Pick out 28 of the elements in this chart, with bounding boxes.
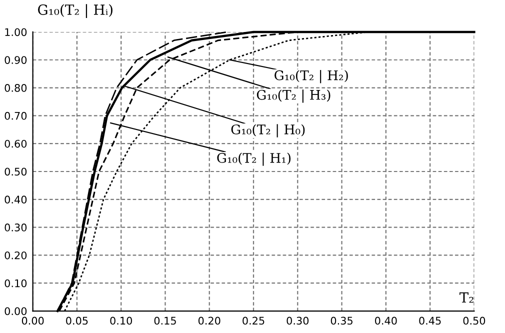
- y-tick-label: 0.40: [4, 196, 27, 204]
- y-tick-label: 0.90: [4, 56, 27, 64]
- x-tick-label: 0.35: [330, 316, 352, 325]
- annotation: G₁₀(T₂ | H₂): [274, 70, 348, 84]
- y-tick-label: 0.70: [4, 112, 27, 120]
- y-tick-label: 0.00: [4, 307, 27, 316]
- x-tick-label: 0.00: [22, 316, 44, 325]
- y-tick-label: 0.80: [4, 84, 27, 92]
- x-tick-label: 0.40: [375, 316, 397, 325]
- y-tick-label: 0.10: [4, 279, 27, 288]
- x-tick-label: 0.50: [463, 316, 486, 325]
- x-tick-label: 0.25: [242, 316, 264, 325]
- y-tick-label: 1.00: [5, 28, 27, 36]
- x-tick-label: 0.10: [110, 316, 132, 325]
- y-tick-label: 0.20: [4, 251, 27, 260]
- y-tick-label: 0.30: [4, 224, 27, 232]
- annotation: G₁₀(T₂ | H₃): [256, 90, 330, 103]
- x-tick-label: 0.30: [286, 316, 309, 325]
- y-axis-title: G₁₀(T₂ | Hᵢ): [38, 4, 112, 18]
- y-tick-label: 0.50: [4, 168, 27, 176]
- x-tick-label: 0.15: [154, 316, 176, 325]
- x-tick-label: 0.45: [419, 316, 441, 325]
- y-tick-label: 0.60: [4, 140, 27, 148]
- x-tick-label: 0.20: [198, 316, 220, 325]
- annotation: G₁₀(T₂ | H₀): [231, 124, 305, 138]
- annotation: G₁₀(T₂ | H₁): [217, 152, 291, 166]
- x-tick-label: 0.05: [66, 316, 88, 325]
- x-axis-title: T₂: [460, 292, 474, 303]
